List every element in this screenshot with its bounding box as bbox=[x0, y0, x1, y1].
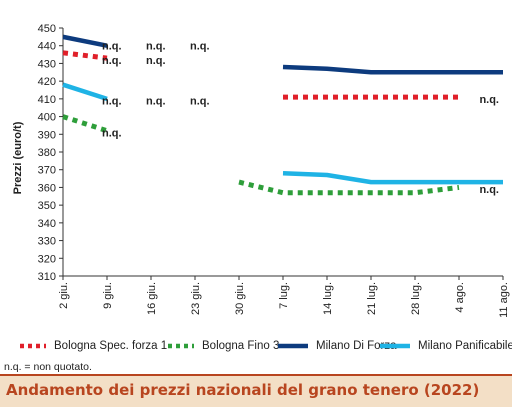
x-tick-label: 30 giu. bbox=[234, 282, 246, 315]
x-tick-label: 2 giu. bbox=[58, 282, 70, 309]
y-tick-label: 320 bbox=[38, 253, 56, 265]
y-tick-label: 430 bbox=[38, 58, 56, 70]
series-line-milano-panificabile bbox=[282, 171, 503, 185]
caption-bar: Andamento dei prezzi nazionali del grano… bbox=[0, 374, 512, 407]
x-tick-label: 4 ago. bbox=[454, 282, 466, 313]
x-tick-label: 9 giu. bbox=[102, 282, 114, 309]
nq-annotation: n.q. bbox=[190, 96, 210, 108]
legend-swatch-navy-solid bbox=[278, 343, 308, 349]
series-line-milano-panificabile bbox=[62, 82, 108, 101]
y-tick-label: 350 bbox=[38, 200, 56, 212]
nq-annotation: n.q. bbox=[479, 184, 499, 196]
y-tick-label: 420 bbox=[38, 76, 56, 88]
nq-annotation: n.q. bbox=[146, 55, 166, 67]
nq-annotation: n.q. bbox=[102, 41, 122, 53]
x-tick-label: 16 giu. bbox=[146, 282, 158, 315]
y-tick-label: 340 bbox=[38, 218, 56, 230]
line-chart: 310 320 330 340 350 360 370 380 390 400 410 420 430 4… bbox=[12, 23, 510, 318]
nq-annotation: n.q. bbox=[190, 41, 210, 53]
series-line-bologna-spec-forza-1 bbox=[62, 50, 108, 61]
footnote: n.q. = non quotato. bbox=[4, 361, 92, 373]
legend-item-milano-di-forza: Milano Di Forza bbox=[276, 340, 397, 352]
legend-item-milano-panificabile: Milano Panificabile bbox=[378, 340, 512, 352]
y-tick-label: 380 bbox=[38, 147, 56, 159]
nq-annotation: n.q. bbox=[146, 96, 166, 108]
x-tick-label: 11 ago. bbox=[498, 282, 510, 318]
chart-caption: Andamento dei prezzi nazionali del grano… bbox=[6, 381, 480, 399]
y-tick-label: 370 bbox=[38, 165, 56, 177]
x-tick-label: 21 lug. bbox=[366, 282, 378, 315]
y-axis-label: Prezzi (euro/t) bbox=[12, 121, 24, 194]
series-line-milano-di-forza bbox=[62, 34, 108, 48]
series-line-milano-di-forza bbox=[282, 64, 503, 75]
y-tick-label: 390 bbox=[38, 129, 56, 141]
legend-swatch-green-dotted bbox=[168, 343, 194, 349]
legend-label: Milano Di Forza bbox=[316, 340, 397, 352]
nq-annotation: n.q. bbox=[102, 96, 122, 108]
y-tick-label: 310 bbox=[38, 271, 56, 283]
x-tick-label: 28 lug. bbox=[410, 282, 422, 315]
nq-annotation: n.q. bbox=[102, 55, 122, 67]
legend-swatch-lightblue-solid bbox=[380, 343, 410, 349]
y-tick-label: 450 bbox=[38, 23, 56, 35]
x-tick-label: 7 lug. bbox=[278, 282, 290, 309]
nq-annotation: n.q. bbox=[146, 41, 166, 53]
chart-legend: Bologna Spec. forza 1 Bologna Fino 3 Mil… bbox=[8, 340, 512, 360]
nq-annotation: n.q. bbox=[102, 128, 122, 140]
series-line-bologna-fino-3 bbox=[62, 114, 108, 134]
x-tick-label: 23 giu. bbox=[190, 282, 202, 315]
legend-item-bologna-fino-3: Bologna Fino 3 bbox=[166, 340, 279, 352]
y-tick-label: 330 bbox=[38, 236, 56, 248]
x-tick-label: 14 lug. bbox=[322, 282, 334, 315]
y-tick-label: 400 bbox=[38, 112, 56, 124]
series-line-bologna-fino-3 bbox=[238, 179, 460, 196]
nq-annotation: n.q. bbox=[479, 94, 499, 106]
legend-label: Bologna Fino 3 bbox=[202, 340, 280, 352]
y-tick-label: 410 bbox=[38, 94, 56, 106]
y-tick-label: 360 bbox=[38, 182, 56, 194]
legend-swatch-red-dotted bbox=[20, 343, 46, 349]
y-tick-label: 440 bbox=[38, 41, 56, 53]
legend-item-bologna-spec-forza-1: Bologna Spec. forza 1 bbox=[18, 340, 167, 352]
legend-label: Milano Panificabile bbox=[418, 340, 512, 352]
legend-label: Bologna Spec. forza 1 bbox=[54, 340, 168, 352]
